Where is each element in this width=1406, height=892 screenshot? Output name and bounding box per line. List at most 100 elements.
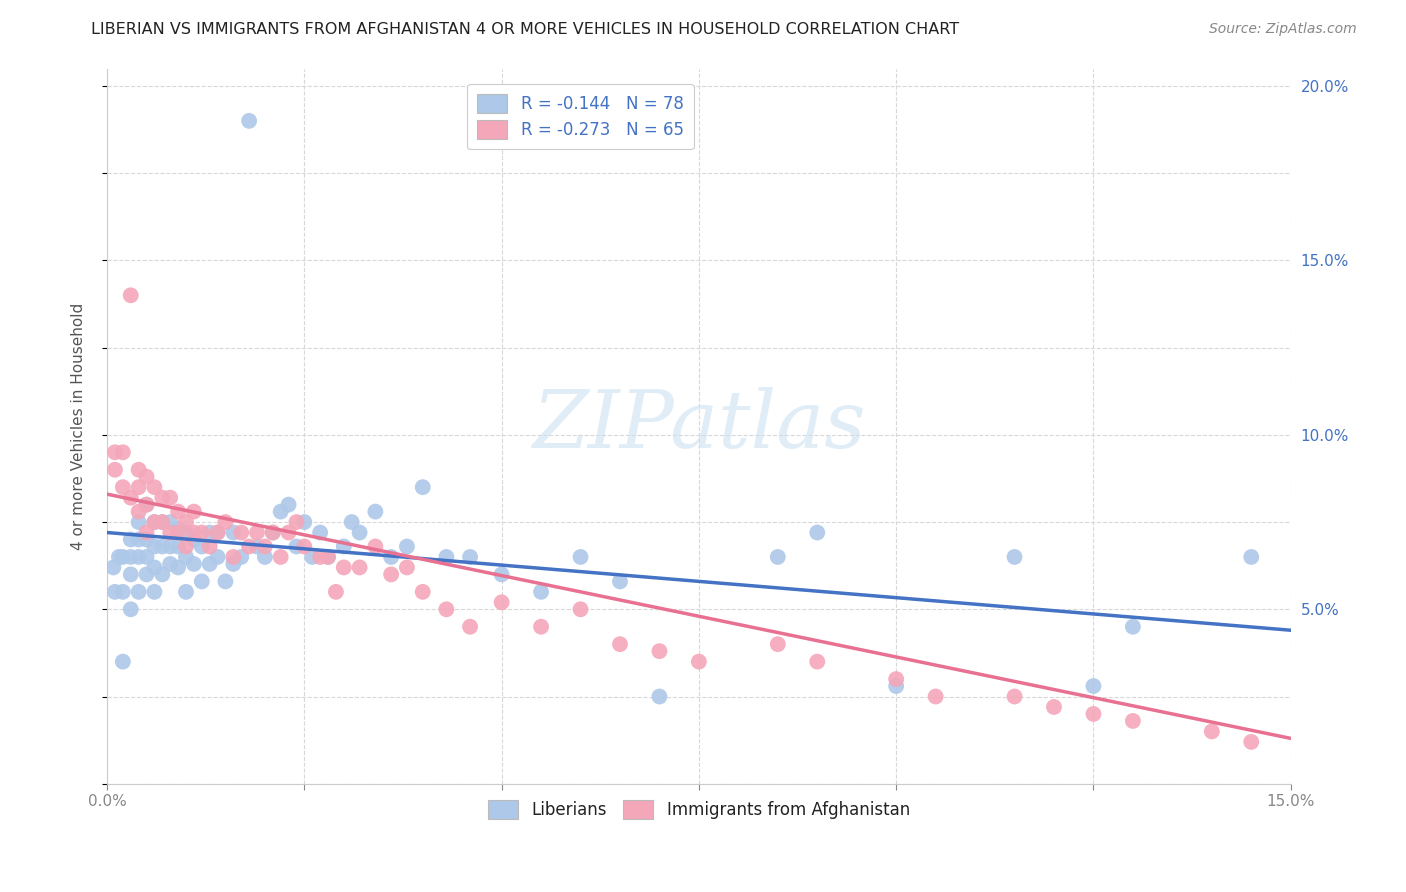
Point [569,549,592,564]
Point [222,525,245,540]
Point [222,549,245,564]
Point [1122,714,1144,728]
Point [412,480,434,494]
Point [1083,679,1105,693]
Point [128,533,150,547]
Point [135,567,157,582]
Point [214,515,236,529]
Point [688,655,710,669]
Point [207,525,229,540]
Point [198,557,221,571]
Point [458,549,481,564]
Point [1004,690,1026,704]
Text: LIBERIAN VS IMMIGRANTS FROM AFGHANISTAN 4 OR MORE VEHICLES IN HOUSEHOLD CORRELAT: LIBERIAN VS IMMIGRANTS FROM AFGHANISTAN … [91,22,959,37]
Point [167,505,190,519]
Point [143,585,166,599]
Point [150,491,173,505]
Point [648,690,671,704]
Point [569,602,592,616]
Point [174,525,197,540]
Point [316,549,339,564]
Point [174,585,197,599]
Point [231,549,253,564]
Point [143,515,166,529]
Point [128,585,150,599]
Point [333,540,356,554]
Point [924,690,946,704]
Point [183,525,205,540]
Point [104,585,127,599]
Point [766,549,789,564]
Point [806,655,828,669]
Point [609,574,631,589]
Point [128,505,150,519]
Point [395,540,418,554]
Point [285,515,308,529]
Point [285,540,308,554]
Y-axis label: 4 or more Vehicles in Household: 4 or more Vehicles in Household [72,302,86,549]
Point [270,549,292,564]
Point [766,637,789,651]
Point [174,549,197,564]
Point [1043,700,1066,714]
Point [349,525,371,540]
Point [120,549,142,564]
Point [270,505,292,519]
Point [253,549,276,564]
Point [292,540,315,554]
Point [309,549,332,564]
Point [191,540,214,554]
Point [1240,735,1263,749]
Point [301,549,323,564]
Point [238,113,260,128]
Point [120,533,142,547]
Point [530,585,553,599]
Point [143,480,166,494]
Point [884,679,907,693]
Point [222,557,245,571]
Point [150,515,173,529]
Point [174,540,197,554]
Point [128,515,150,529]
Point [135,498,157,512]
Point [214,574,236,589]
Point [120,602,142,616]
Point [191,525,214,540]
Point [207,525,229,540]
Point [128,549,150,564]
Point [1240,549,1263,564]
Point [108,549,131,564]
Point [395,560,418,574]
Point [159,525,181,540]
Point [111,480,134,494]
Point [174,515,197,529]
Point [277,525,299,540]
Point [434,602,457,616]
Point [159,491,181,505]
Point [103,560,125,574]
Point [167,540,190,554]
Point [238,540,260,554]
Point [128,463,150,477]
Point [111,549,134,564]
Point [412,585,434,599]
Point [143,540,166,554]
Point [183,505,205,519]
Point [1083,706,1105,721]
Point [111,445,134,459]
Point [159,540,181,554]
Point [120,491,142,505]
Point [609,637,631,651]
Point [380,549,402,564]
Point [530,620,553,634]
Point [253,540,276,554]
Point [207,549,229,564]
Point [150,567,173,582]
Point [262,525,284,540]
Point [159,557,181,571]
Legend: Liberians, Immigrants from Afghanistan: Liberians, Immigrants from Afghanistan [481,793,917,825]
Point [198,540,221,554]
Point [135,549,157,564]
Point [316,549,339,564]
Point [340,515,363,529]
